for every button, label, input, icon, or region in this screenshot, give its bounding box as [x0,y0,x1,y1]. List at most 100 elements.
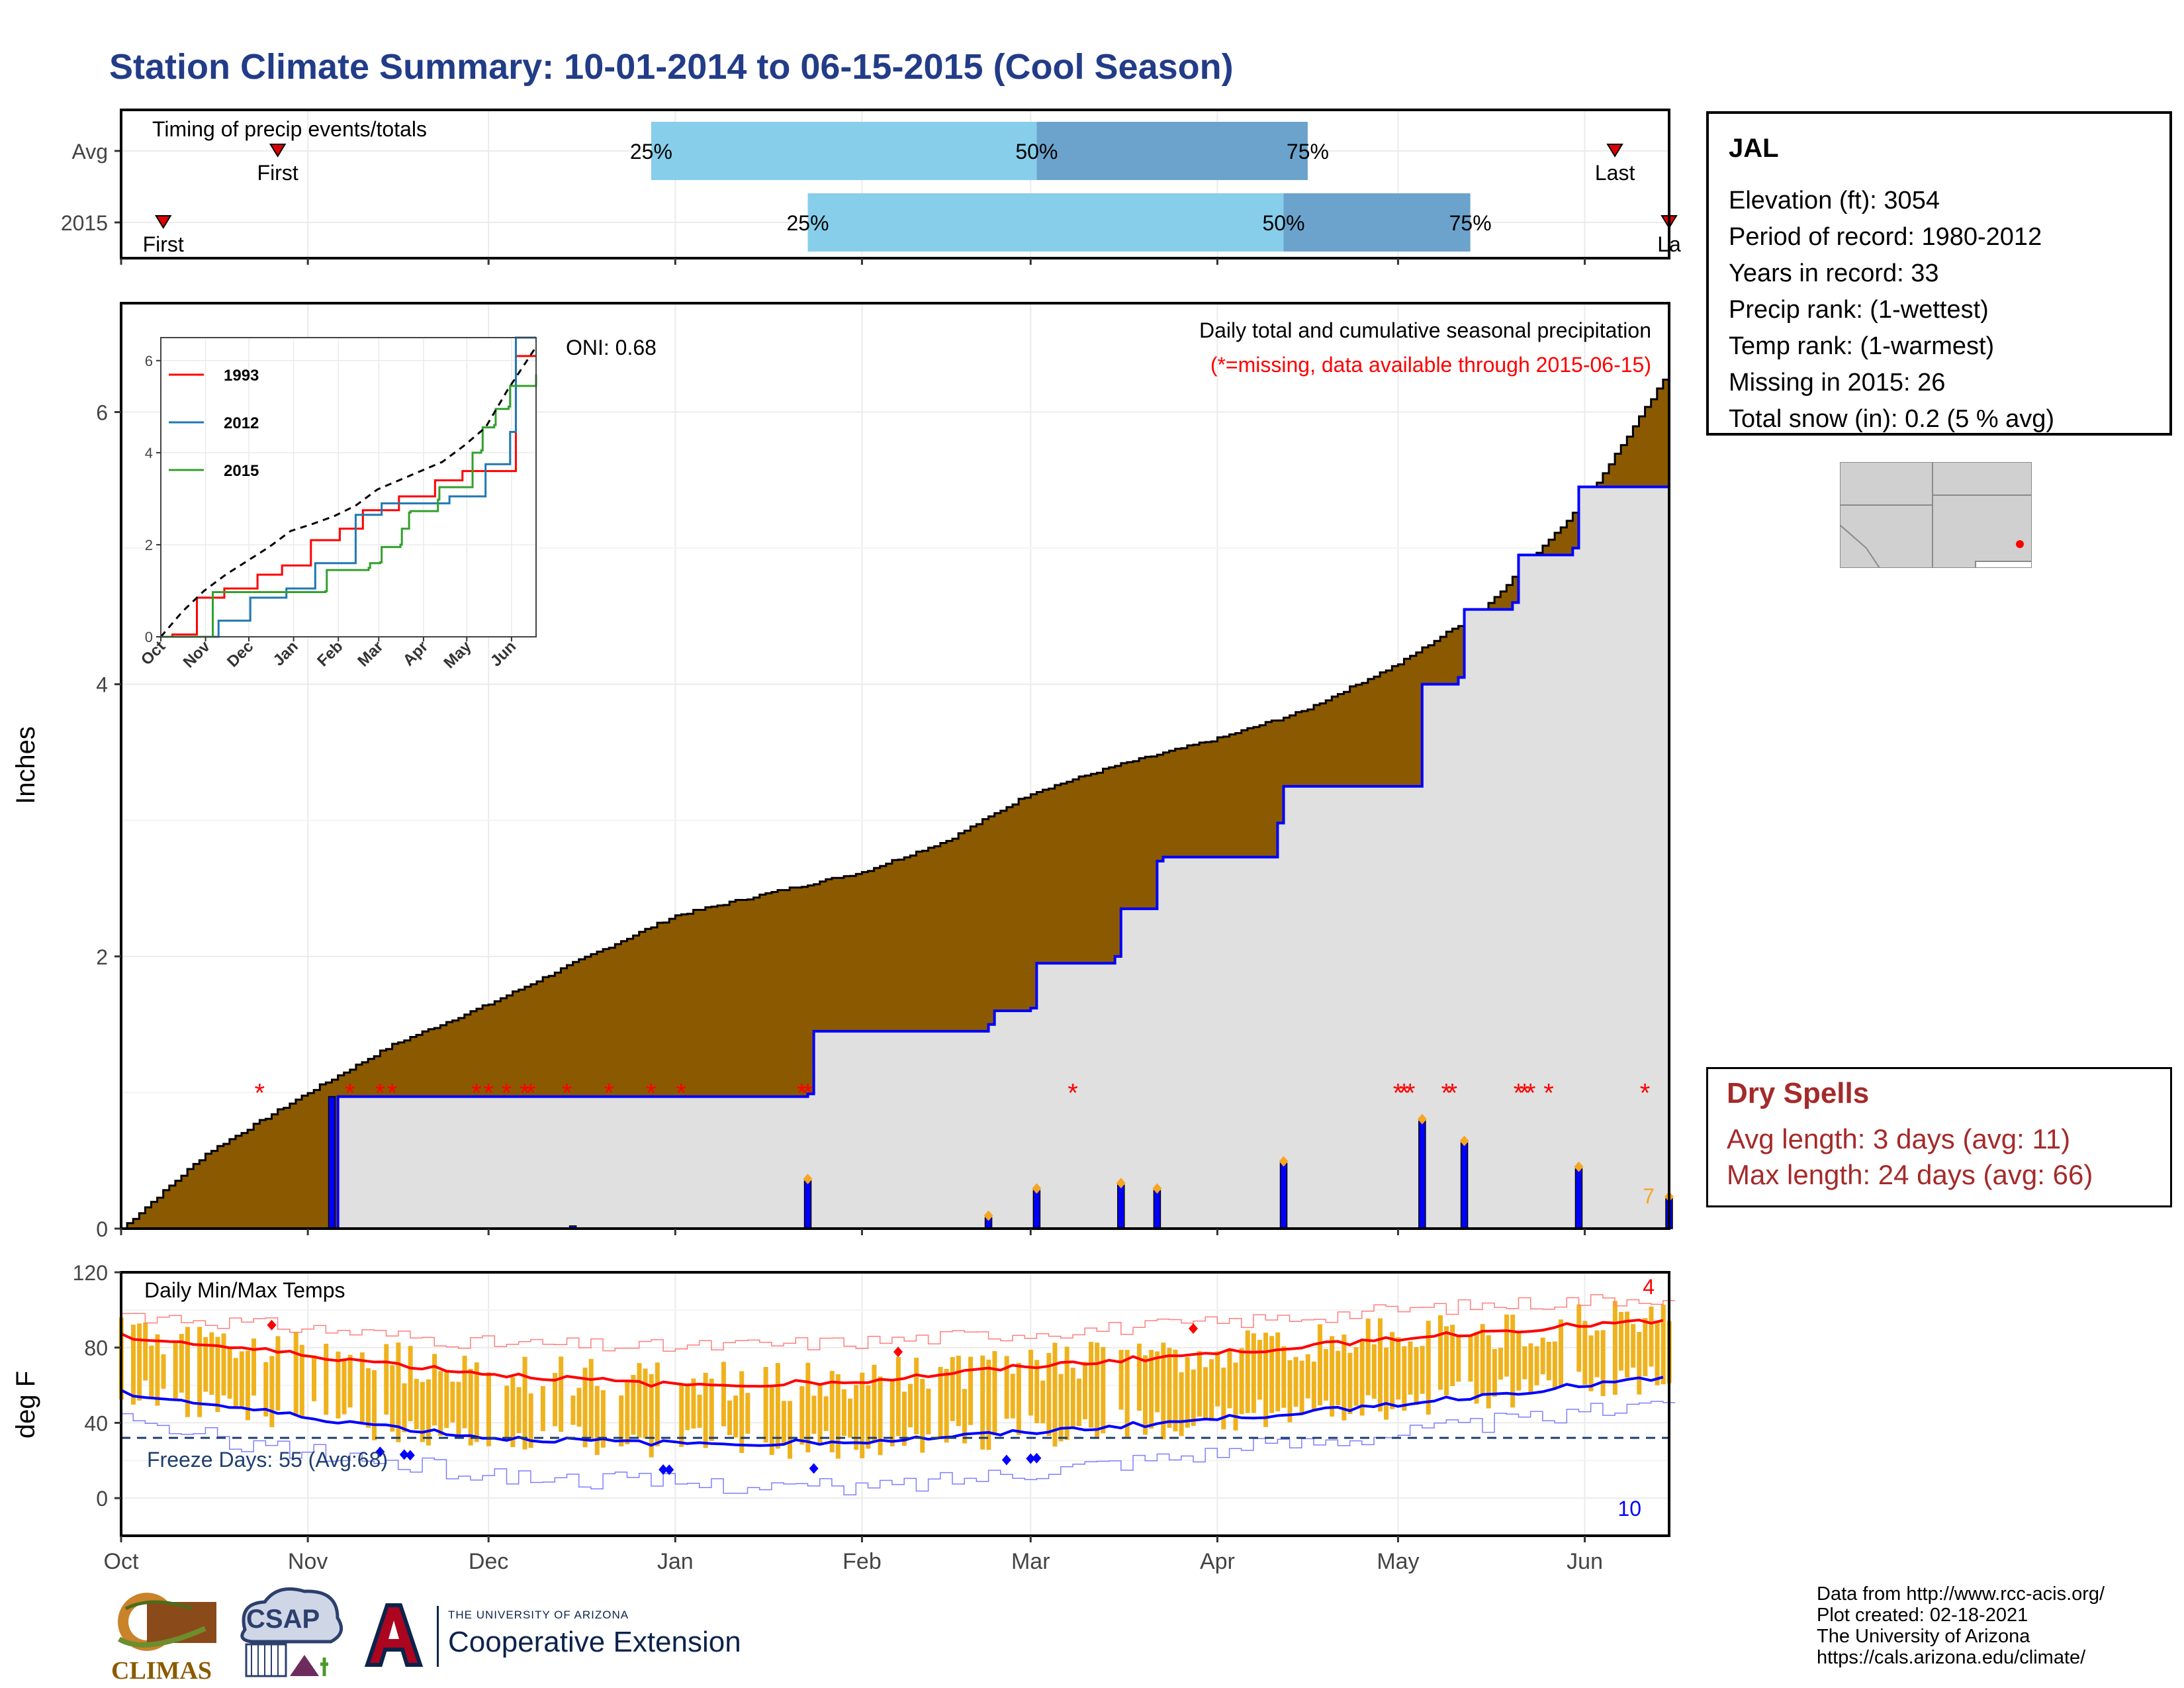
daily-temp-bar [691,1378,696,1429]
daily-temp-bar [384,1344,389,1415]
daily-temp-bar [788,1401,793,1459]
daily-temp-bar [1377,1318,1383,1412]
daily-temp-bar [685,1383,690,1430]
daily-temp-bar [739,1371,745,1453]
daily-temp-bar [365,1368,371,1428]
missing-day-star: * [1068,1078,1078,1107]
inset-legend-label: 2012 [224,414,259,432]
daily-temp-bar [408,1346,413,1422]
daily-temp-bar [848,1398,853,1438]
record-low-marker-icon [1032,1452,1042,1464]
record-low-line [121,1401,1676,1496]
daily-precip-marker-icon [1417,1113,1427,1125]
temp-y-tick-label: 40 [84,1411,108,1435]
record-low-marker-icon [399,1449,409,1460]
temp-top-count: 4 [1643,1275,1655,1299]
daily-temp-bar [944,1368,949,1443]
daily-temp-bar [390,1365,395,1432]
ua-small-text: THE UNIVERSITY OF ARIZONA [448,1609,629,1621]
missing-day-star: * [1441,1078,1451,1107]
daily-temp-bar [450,1382,455,1423]
daily-temp-bar [1016,1362,1021,1435]
daily-temp-bar [1390,1332,1395,1409]
missing-day-star: * [803,1078,813,1107]
daily-temp-bar [1101,1346,1106,1434]
credit-plot-created: Plot created: 02-18-2021 [1817,1605,2028,1626]
inset-y-tick-label: 4 [145,445,153,461]
daily-temp-bar [1402,1346,1407,1411]
daily-temp-bar [179,1334,184,1393]
daily-temp-bar [721,1362,726,1427]
timing-bar-25-50 [807,193,1284,252]
daily-temp-bar [1528,1343,1533,1394]
record-high-line [121,1294,1676,1352]
daily-temp-bar [1365,1319,1371,1395]
daily-temp-bar [540,1385,545,1431]
daily-temp-bar [1330,1336,1335,1417]
daily-temp-bar [1546,1342,1551,1381]
inset-average-line [159,346,537,637]
daily-temp-bar [227,1346,232,1399]
credits: Data from http://www.rcc-acis.org/ Plot … [1817,1583,2105,1668]
daily-temp-bar [950,1357,955,1421]
daily-temp-bar [426,1379,431,1446]
timing-first-label: First [257,161,298,185]
daily-temp-bar [1643,1318,1648,1377]
inset-series-1993 [161,355,536,638]
dry-spells-max: Max length: 24 days (avg: 66) [1727,1159,2093,1190]
daily-temp-bar [414,1378,419,1430]
daily-temp-bar [1095,1342,1100,1437]
temp-y-tick-label: 120 [73,1261,108,1285]
missing-day-star: * [1399,1078,1410,1107]
timing-pct-label: 50% [1015,140,1058,164]
inset-frame [160,337,537,637]
daily-temp-bar [1661,1304,1666,1385]
missing-day-star: * [1543,1078,1554,1107]
daily-temp-bar [1317,1324,1322,1406]
daily-temp-bar [1142,1355,1148,1435]
daily-temp-bar [1582,1321,1588,1385]
missing-day-star: * [797,1078,807,1107]
daily-temp-bar [1324,1349,1329,1401]
missing-day-star: * [1514,1078,1524,1107]
daily-temp-bar [1600,1330,1606,1397]
first-event-marker-icon [154,215,172,229]
daily-temp-bar [1058,1374,1064,1442]
missing-day-star: * [483,1078,494,1107]
page-title: Station Climate Summary: 10-01-2014 to 0… [109,47,1234,87]
daily-temp-bar [1456,1335,1461,1382]
daily-temp-bar [920,1379,925,1453]
daily-temp-bar [763,1366,768,1443]
timing-pct-label: 75% [1449,211,1492,235]
daily-temp-bar [799,1386,805,1445]
daily-temp-bar [703,1372,708,1448]
oni-label: ONI: 0.68 [566,336,657,359]
daily-temp-bar [293,1332,298,1417]
record-low-marker-icon [659,1464,668,1475]
precip-frame [120,302,1670,1230]
daily-temp-bar [1118,1350,1124,1410]
daily-temp-bar [1034,1360,1040,1423]
daily-temp-bar [233,1358,238,1408]
timing-bar-50-75 [1036,122,1308,180]
x-axis-month-label: Jun [1567,1549,1603,1574]
daily-temp-bar [1275,1332,1281,1412]
missing-day-star: * [525,1078,536,1107]
daily-temp-bar [1155,1351,1160,1413]
missing-day-star: * [255,1078,265,1107]
daily-temp-bar [197,1327,203,1417]
station-snow: Total snow (in): 0.2 (5 % avg) [1729,405,2055,433]
climas-emblem-icon [117,1593,216,1651]
daily-temp-bar [594,1385,600,1455]
daily-temp-bar [1221,1368,1226,1430]
daily-temp-bar [1209,1359,1214,1421]
daily-temp-bar [1588,1335,1594,1391]
daily-temp-bar [1173,1349,1178,1432]
daily-temp-bar [841,1389,846,1436]
daily-temp-bar [817,1385,823,1443]
daily-temp-bar [553,1373,558,1427]
daily-temp-bar [432,1354,437,1426]
daily-precip-marker-icon [1459,1135,1469,1147]
credit-university: The University of Arizona [1817,1626,2030,1647]
temp-panel-title: Daily Min/Max Temps [144,1278,345,1302]
